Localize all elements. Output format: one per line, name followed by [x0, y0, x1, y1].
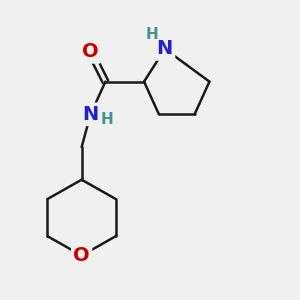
Text: H: H — [146, 27, 159, 42]
Text: O: O — [82, 42, 99, 62]
Text: H: H — [100, 112, 113, 127]
Text: O: O — [73, 246, 90, 265]
Text: N: N — [157, 39, 173, 58]
Text: N: N — [82, 105, 99, 124]
